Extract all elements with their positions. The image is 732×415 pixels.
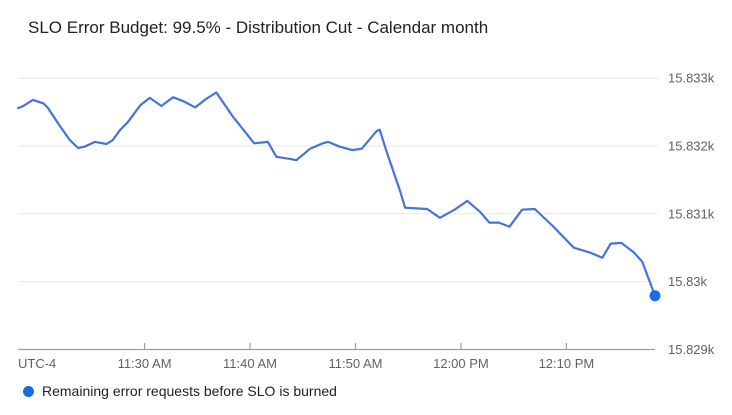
x-axis-tick-label: 11:50 AM	[328, 356, 382, 371]
legend-series-label: Remaining error requests before SLO is b…	[42, 383, 337, 399]
chart-title: SLO Error Budget: 99.5% - Distribution C…	[28, 18, 489, 37]
series-line[interactable]	[16, 91, 657, 297]
x-axis-tick-label: 12:00 PM	[433, 356, 489, 371]
y-axis-tick-label: 15.829k	[668, 342, 715, 357]
x-axis-tick-label: 11:40 AM	[223, 356, 277, 371]
legend-item[interactable]: Remaining error requests before SLO is b…	[23, 383, 337, 399]
y-axis-tick-label: 15.831k	[668, 206, 715, 221]
y-axis-tick-label: 15.83k	[668, 274, 708, 289]
legend-series-dot-icon	[23, 385, 34, 397]
x-axis-tick-label: 12:10 PM	[539, 356, 595, 371]
x-axis-tick-label: 11:30 AM	[118, 356, 172, 371]
y-axis-tick-label: 15.832k	[668, 139, 715, 154]
timezone-label: UTC-4	[18, 356, 56, 371]
y-axis-tick-label: 15.833k	[668, 71, 715, 86]
series-endpoint-dot[interactable]	[649, 290, 661, 302]
